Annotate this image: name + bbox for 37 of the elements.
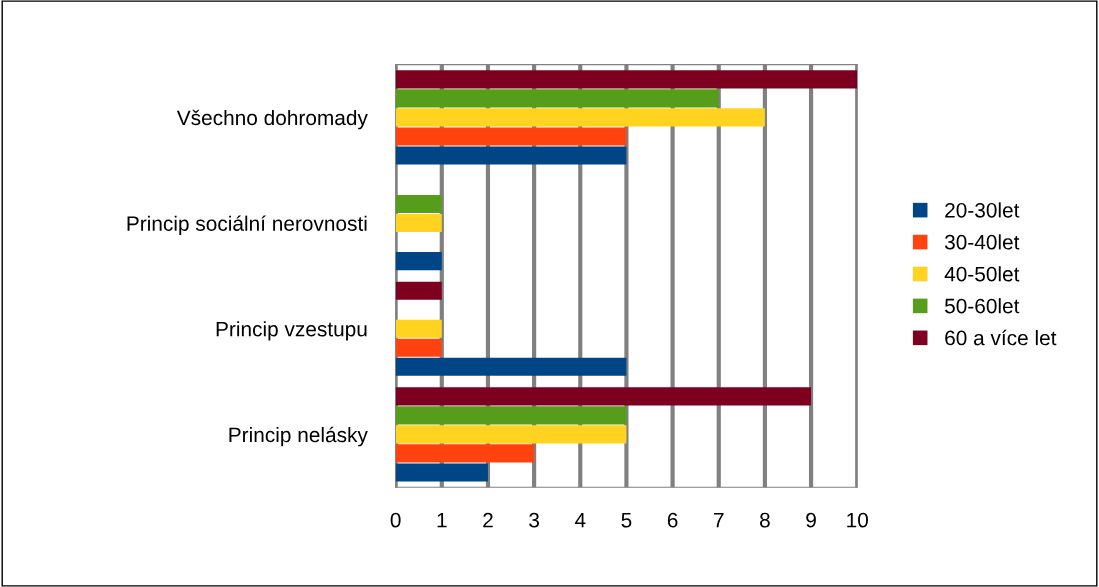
- bar: [395, 127, 627, 146]
- legend-label: 20-30let: [945, 202, 1020, 218]
- bar: [395, 463, 488, 482]
- bar: [395, 444, 535, 463]
- x-tick-label: 0: [390, 512, 401, 528]
- bar: [395, 252, 442, 271]
- bar: [395, 319, 442, 338]
- x-tick-label: 6: [667, 512, 678, 528]
- bar: [395, 146, 627, 165]
- x-tick-label: 4: [574, 512, 586, 528]
- bar: [395, 387, 812, 406]
- x-tick-label: 2: [483, 512, 493, 528]
- bar: [395, 357, 627, 376]
- y-tick-label: Princip sociální nerovnosti: [127, 215, 367, 236]
- legend-label: 30-40let: [944, 234, 1020, 250]
- bar: [395, 406, 627, 425]
- bar: [395, 108, 765, 127]
- y-tick-label: Princip vzestupu: [216, 321, 367, 341]
- bar: [395, 425, 627, 444]
- x-tick-label: 8: [760, 512, 770, 528]
- x-tick-label: 9: [806, 512, 816, 528]
- x-tick-label: 10: [847, 512, 868, 528]
- x-tick-label: 7: [714, 512, 724, 528]
- y-tick-label: Všechno dohromady: [176, 109, 368, 130]
- bar: [395, 70, 858, 89]
- legend-label: 60 a více let: [945, 329, 1057, 346]
- y-tick-label: Princip nelásky: [229, 426, 368, 447]
- bar: [395, 338, 442, 357]
- bar: [395, 214, 442, 233]
- legend-label: 40-50let: [944, 266, 1020, 282]
- x-tick-label: 3: [529, 512, 539, 528]
- bar: [395, 89, 719, 108]
- bar: [395, 195, 442, 214]
- legend-label: 50-60let: [944, 298, 1020, 314]
- x-tick-label: 1: [437, 512, 447, 528]
- x-tick-label: 5: [621, 512, 632, 528]
- bar: [395, 281, 442, 300]
